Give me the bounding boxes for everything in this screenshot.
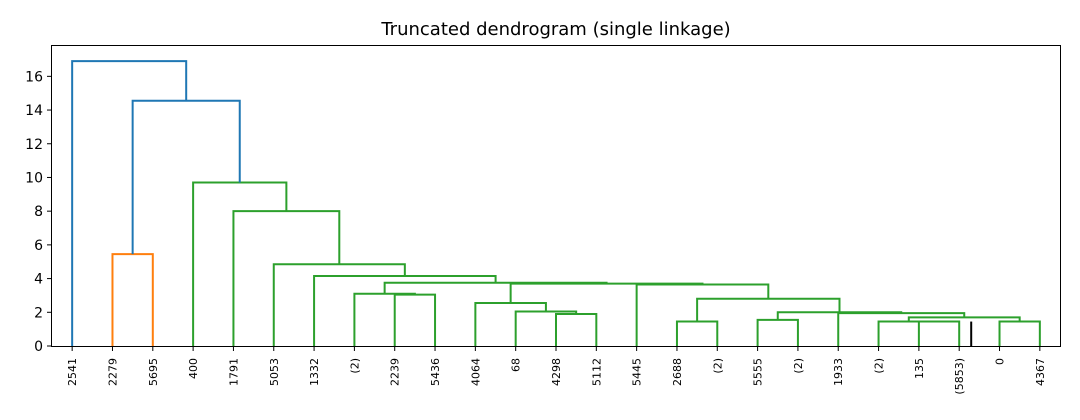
y-tick-label: 0 <box>34 339 43 355</box>
leaf-label: 2279 <box>106 358 119 386</box>
leaf-label: 1933 <box>832 358 845 386</box>
dendrogram-link <box>232 210 341 346</box>
leaf-label: 68 <box>510 358 523 372</box>
leaf-label: 1332 <box>308 358 321 386</box>
leaf-label: 2541 <box>66 358 79 386</box>
leaf-label: 1791 <box>227 358 240 386</box>
dendrogram-link <box>696 297 841 322</box>
plot-frame <box>51 45 1061 347</box>
y-tick-label: 4 <box>34 272 43 288</box>
y-axis-ticks: 0 2 4 6 8 10 12 14 16 <box>25 69 52 355</box>
leaf-label: 400 <box>187 358 200 379</box>
dendrogram-link <box>353 292 416 346</box>
leaf-label: 5112 <box>590 358 603 386</box>
dendrogram-link <box>393 293 437 346</box>
dendrogram-link <box>383 281 608 294</box>
dendrogram-link <box>635 283 770 346</box>
leaf-label: (2) <box>792 358 805 374</box>
dendrogram-link <box>131 99 241 255</box>
dendrogram-links <box>71 60 1041 346</box>
leaf-label: 4367 <box>1034 358 1047 386</box>
x-axis-leaf-labels: 2541 2279 5695 400 1791 5053 1332 (2) 2239 5436 40… <box>66 346 1047 395</box>
leaf-label: 4298 <box>550 358 563 386</box>
leaf-label: 5695 <box>147 358 160 386</box>
leaf-label: (5853) <box>953 358 966 395</box>
dendrogram-link <box>877 320 940 346</box>
dendrogram-link <box>474 302 547 346</box>
dendrogram-link <box>71 60 188 346</box>
y-tick-label: 2 <box>34 305 43 321</box>
dendrogram-link <box>313 275 497 346</box>
chart-title: Truncated dendrogram (single linkage) <box>380 19 730 40</box>
dendrogram-link <box>111 253 154 346</box>
dendrogram-link <box>555 312 598 346</box>
leaf-label: 5555 <box>752 358 765 386</box>
leaf-label: 5436 <box>429 358 442 386</box>
y-tick-label: 6 <box>34 238 43 254</box>
y-tick-label: 14 <box>25 103 43 119</box>
leaf-label: 2688 <box>671 358 684 386</box>
leaf-label: 135 <box>913 358 926 379</box>
dendrogram-link <box>917 320 961 346</box>
y-tick-label: 16 <box>25 69 43 85</box>
leaf-label: 5053 <box>268 358 281 386</box>
leaf-label: (2) <box>873 358 886 374</box>
dendrogram-link <box>509 282 704 304</box>
y-tick-label: 12 <box>25 137 43 153</box>
leaf-label: (2) <box>348 358 361 374</box>
y-tick-label: 8 <box>34 204 43 220</box>
dendrogram-link <box>514 310 578 346</box>
y-tick-label: 10 <box>25 170 43 186</box>
leaf-label: 2239 <box>389 358 402 386</box>
leaf-label: 5445 <box>631 358 644 386</box>
dendrogram-link <box>192 181 288 346</box>
dendrogram-link <box>675 320 719 346</box>
leaf-label: 4064 <box>469 358 482 386</box>
leaf-label: (2) <box>711 358 724 374</box>
dendrogram-link <box>756 318 799 346</box>
dendrogram-link <box>998 320 1041 346</box>
leaf-label: 0 <box>994 358 1007 365</box>
